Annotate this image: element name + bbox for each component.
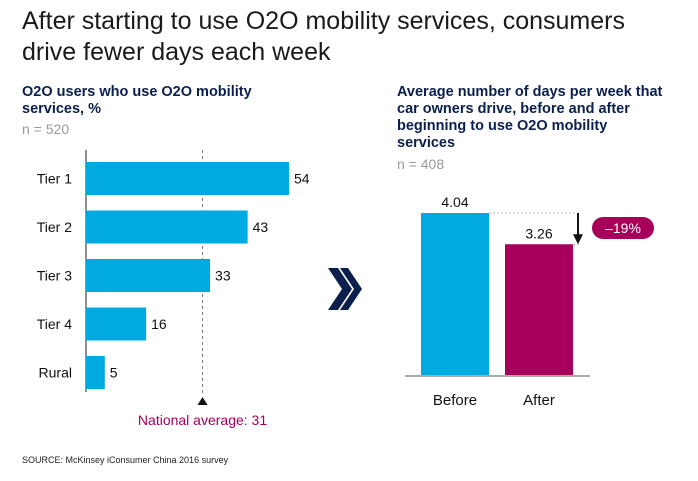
national-average-label: National average: 31 xyxy=(138,412,267,428)
source-note: SOURCE: McKinsey iConsumer China 2016 su… xyxy=(22,455,229,465)
category-label: Tier 3 xyxy=(37,268,72,284)
bar-rural xyxy=(86,356,105,389)
category-label: Tier 1 xyxy=(37,171,72,187)
category-label: Before xyxy=(433,392,477,409)
right-chart-title: Average number of days per week that car… xyxy=(397,84,663,151)
bar-after xyxy=(505,244,573,375)
change-badge-label: –19% xyxy=(605,220,641,236)
change-badge xyxy=(592,217,654,239)
value-label: 5 xyxy=(110,365,118,381)
category-label: Rural xyxy=(39,365,72,381)
value-label: 33 xyxy=(215,268,231,284)
value-label: 16 xyxy=(151,316,167,332)
chevron-arrow-icon xyxy=(328,268,352,310)
bar-tier-1 xyxy=(86,162,289,195)
bar-tier-3 xyxy=(86,259,211,292)
page-title: After starting to use O2O mobility servi… xyxy=(22,7,625,66)
chevron-arrow-icon xyxy=(340,268,362,310)
category-label: After xyxy=(523,392,555,409)
left-sample-size: n = 520 xyxy=(22,121,70,137)
category-label: Tier 4 xyxy=(37,316,72,332)
right-sample-size: n = 408 xyxy=(397,156,445,172)
value-label: 3.26 xyxy=(525,225,552,241)
bar-tier-4 xyxy=(86,307,147,341)
decrease-arrow-head xyxy=(573,234,583,245)
left-chart-title: O2O users who use O2O mobility services,… xyxy=(22,84,252,117)
national-average-marker xyxy=(197,397,208,405)
value-label: 4.04 xyxy=(441,194,468,210)
bar-before xyxy=(421,213,489,375)
bar-tier-2 xyxy=(86,210,248,244)
value-label: 43 xyxy=(253,219,269,235)
category-label: Tier 2 xyxy=(37,219,72,235)
value-label: 54 xyxy=(294,171,310,187)
